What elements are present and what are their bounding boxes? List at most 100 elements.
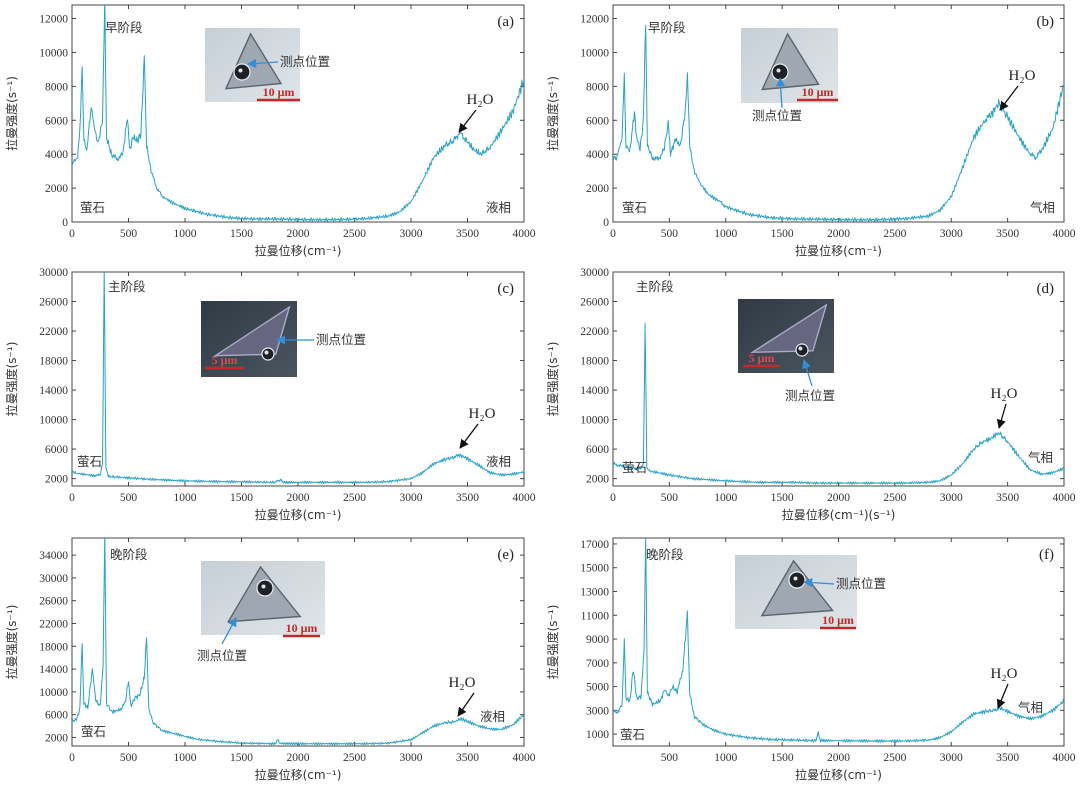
y-tick-label: 0: [603, 217, 609, 229]
raman-spectrum-series: [72, 5, 524, 222]
x-tick-label: 500: [120, 228, 138, 240]
measurement-point-arrow: [776, 77, 786, 109]
measurement-point-label: 测点位置: [316, 332, 366, 347]
h2o-peak-label: H₂O: [469, 406, 496, 422]
scale-bar-label: 10 μm: [822, 613, 854, 627]
vapor-bubble: [233, 63, 251, 81]
y-tick-label: 15000: [580, 563, 609, 575]
y-tick-label: 6000: [586, 444, 609, 456]
x-tick-label: 3500: [456, 228, 479, 240]
scale-bar-label: 10 μm: [802, 85, 834, 99]
raman-spectrum-series: [72, 538, 524, 746]
y-tick-label: 6000: [45, 710, 68, 722]
scale-bar-label: 10 μm: [286, 621, 318, 635]
stage-label: 主阶段: [636, 279, 674, 294]
h2o-peak-label: H₂O: [991, 386, 1018, 402]
inclusion-shape: [212, 305, 291, 357]
x-tick-label: 3500: [456, 492, 479, 504]
y-tick-label: 8000: [45, 81, 68, 93]
x-axis-label: 拉曼位移(cm⁻¹): [795, 243, 882, 258]
chart-panel-c: 0 500 1000 1500 2000 2500 3000 3500 4000 2000 6000…: [4, 267, 536, 522]
mineral-label: 萤石: [77, 454, 102, 469]
x-axis-label: 拉曼位移(cm⁻¹): [255, 243, 342, 258]
y-tick-label: 11000: [581, 610, 610, 622]
panel-label: (e): [497, 547, 514, 563]
x-tick-label: 2500: [343, 492, 366, 504]
y-tick-label: 0: [62, 217, 68, 229]
phase-label: 液相: [486, 200, 511, 215]
measurement-point-arrow: [221, 617, 237, 645]
vapor-bubble: [771, 63, 789, 81]
x-tick-label: 2500: [883, 228, 906, 240]
vapor-bubble: [795, 343, 809, 357]
stage-label: 晚阶段: [646, 547, 684, 562]
h2o-peak-arrow: [459, 423, 479, 449]
micrograph-inset: [201, 301, 297, 377]
y-axis-label: 拉曼强度(s⁻¹): [4, 76, 19, 151]
x-tick-label: 2500: [883, 492, 906, 504]
raman-spectrum-series: [613, 538, 1064, 744]
mineral-label: 萤石: [81, 724, 106, 739]
x-tick-label: 3000: [400, 752, 423, 764]
y-tick-label: 5000: [586, 682, 609, 694]
y-tick-label: 10000: [580, 47, 609, 59]
x-tick-label: 4000: [513, 492, 536, 504]
y-tick-label: 30000: [580, 267, 609, 279]
y-tick-label: 10000: [39, 415, 68, 427]
x-axis-label: 拉曼位移(cm⁻¹): [795, 767, 882, 782]
x-tick-label: 0: [610, 492, 616, 504]
y-tick-label: 30000: [39, 573, 68, 585]
plot-frame: [71, 271, 525, 487]
micrograph-inset: [738, 299, 834, 373]
x-tick-label: 4000: [1053, 492, 1076, 504]
y-tick-label: 22000: [39, 326, 68, 338]
panel-label: (b): [1037, 14, 1055, 30]
y-tick-label: 17000: [580, 539, 609, 551]
x-tick-label: 3500: [456, 752, 479, 764]
x-tick-label: 3000: [400, 228, 423, 240]
panel-label: (a): [497, 14, 514, 30]
inclusion-shape: [749, 303, 828, 354]
y-tick-label: 26000: [39, 596, 68, 608]
y-tick-label: 8000: [586, 81, 609, 93]
y-tick-label: 18000: [580, 356, 609, 368]
phase-label: 气相: [1018, 700, 1043, 715]
x-tick-label: 3000: [400, 492, 423, 504]
y-tick-label: 10000: [39, 687, 68, 699]
h2o-peak-label: H₂O: [449, 675, 476, 691]
x-tick-label: 500: [661, 228, 679, 240]
scale-bar-label: 5 μm: [212, 353, 238, 367]
phase-label: 液相: [480, 709, 505, 724]
y-tick-label: 34000: [39, 550, 68, 562]
y-tick-label: 12000: [39, 14, 68, 26]
y-tick-label: 2000: [586, 183, 609, 195]
y-axis-label: 拉曼强度(s⁻¹): [545, 342, 560, 417]
y-tick-label: 22000: [580, 326, 609, 338]
panel-label: (f): [1039, 547, 1054, 563]
y-axis-label: 拉曼强度(s⁻¹): [545, 605, 560, 680]
bubble-highlight: [238, 68, 243, 73]
measurement-point-label: 测点位置: [836, 576, 886, 591]
x-tick-label: 3500: [996, 492, 1019, 504]
panel-label: (c): [497, 281, 514, 297]
x-tick-label: 2500: [883, 752, 906, 764]
chart-panel-a: 0 500 1000 1500 2000 2500 3000 3500 4000 0 2000 400…: [4, 4, 536, 258]
stage-label: 主阶段: [108, 279, 146, 294]
mineral-label: 萤石: [620, 727, 645, 742]
x-tick-label: 2000: [827, 752, 850, 764]
plot-frame: [612, 4, 1065, 223]
vapor-bubble: [788, 571, 806, 589]
x-tick-label: 0: [69, 752, 75, 764]
y-tick-label: 4000: [586, 149, 609, 161]
phase-label: 气相: [1028, 450, 1053, 465]
x-tick-label: 1500: [230, 492, 253, 504]
x-tick-label: 3000: [940, 228, 963, 240]
measurement-point-label: 测点位置: [280, 54, 330, 69]
h2o-peak-arrow: [996, 403, 1007, 429]
measurement-point-label: 测点位置: [197, 648, 247, 663]
micrograph-inset: [741, 28, 838, 103]
raman-spectrum-series: [72, 272, 524, 485]
y-axis-label: 拉曼强度(s⁻¹): [4, 605, 19, 680]
x-tick-label: 2000: [827, 228, 850, 240]
y-tick-label: 3000: [586, 705, 609, 717]
